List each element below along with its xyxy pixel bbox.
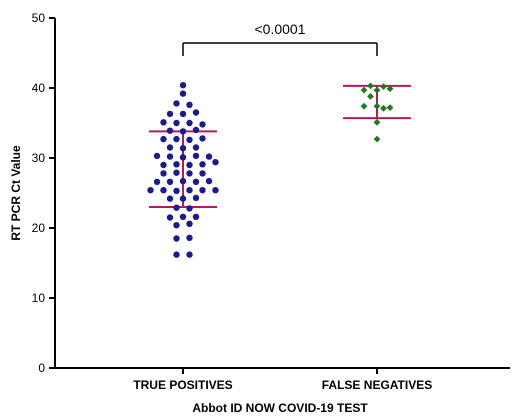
data-point-circle [173, 187, 180, 195]
data-point-diamond [386, 85, 394, 93]
data-point-circle [212, 187, 219, 194]
significance-bracket [182, 42, 378, 56]
data-point-circle [179, 154, 187, 161]
data-point-circle [153, 178, 161, 185]
data-point-diamond [380, 104, 387, 112]
data-point-circle [173, 161, 180, 168]
data-point-circle [173, 119, 180, 127]
data-point-circle [192, 178, 200, 185]
data-point-circle [160, 187, 167, 194]
y-tick-label: 20 [32, 221, 46, 235]
data-point-circle [147, 187, 154, 194]
y-tick-label: 0 [38, 361, 45, 375]
data-point-circle [153, 152, 161, 160]
data-point-circle [199, 135, 206, 142]
data-point-diamond [386, 104, 394, 111]
data-point-circle [173, 235, 180, 242]
data-point-circle [186, 220, 193, 227]
data-point-circle [199, 170, 206, 177]
x-category-label: TRUE POSITIVES [133, 378, 232, 392]
data-point-diamond [373, 135, 381, 143]
data-point-circle [160, 135, 167, 143]
data-point-circle [173, 100, 180, 107]
data-point-circle [179, 177, 187, 185]
data-point-circle [179, 128, 187, 135]
x-category-label: FALSE NEGATIVES [322, 378, 432, 392]
data-point-diamond [373, 102, 381, 110]
data-point-circle [212, 159, 219, 166]
data-point-circle [199, 161, 206, 168]
data-point-circle [192, 213, 200, 220]
data-point-circle [160, 119, 167, 126]
data-point-diamond [367, 93, 374, 100]
data-point-circle [179, 213, 187, 220]
data-point-circle [179, 145, 187, 152]
data-point-circle [186, 251, 193, 258]
data-point-circle [173, 251, 180, 258]
data-point-circle [186, 161, 193, 169]
data-point-circle [192, 194, 200, 202]
data-points [147, 82, 394, 258]
data-point-circle [160, 161, 167, 169]
data-point-circle [186, 119, 193, 127]
data-point-circle [205, 153, 213, 160]
data-point-circle [186, 234, 193, 241]
data-point-circle [192, 109, 200, 116]
data-point-circle [192, 144, 200, 151]
data-point-circle [166, 214, 174, 221]
data-point-circle [166, 110, 174, 118]
data-point-circle [166, 127, 174, 134]
axes [54, 18, 510, 369]
y-tick-label: 30 [32, 151, 46, 165]
data-point-diamond [373, 86, 381, 94]
data-point-diamond [373, 118, 381, 126]
data-point-circle [166, 195, 174, 202]
data-point-circle [199, 187, 206, 194]
data-point-circle [166, 178, 174, 185]
data-point-circle [160, 170, 167, 177]
y-tick-label: 50 [32, 11, 46, 25]
data-point-circle [179, 90, 187, 97]
data-point-circle [173, 135, 180, 143]
data-point-circle [205, 177, 213, 185]
data-point-circle [192, 126, 200, 134]
data-point-circle [186, 170, 193, 177]
data-point-circle [173, 222, 180, 229]
y-axis-title: RT PCR Ct Value [9, 145, 23, 241]
data-point-diamond [380, 83, 387, 90]
y-ticks: 0 10 20 30 40 50 [32, 11, 55, 375]
data-point-diamond [360, 102, 368, 110]
data-point-circle [166, 153, 174, 160]
data-point-circle [179, 195, 187, 202]
data-point-diamond [367, 82, 374, 90]
data-point-circle [192, 152, 200, 160]
y-tick-label: 10 [32, 291, 46, 305]
data-point-circle [199, 121, 206, 128]
data-point-circle [186, 136, 193, 143]
significance-label: <0.0001 [255, 21, 306, 37]
data-point-circle [179, 82, 187, 89]
data-point-circle [186, 187, 193, 194]
x-category-labels: TRUE POSITIVES FALSE NEGATIVES [133, 368, 432, 392]
data-point-circle [186, 205, 193, 212]
data-point-circle [166, 144, 174, 151]
data-point-circle [173, 169, 180, 176]
data-point-diamond [360, 86, 368, 94]
data-point-circle [173, 204, 180, 211]
data-point-circle [186, 101, 193, 109]
y-tick-label: 40 [32, 81, 46, 95]
x-axis-title: Abbot ID NOW COVID-19 TEST [192, 401, 368, 415]
data-point-circle [179, 110, 187, 118]
